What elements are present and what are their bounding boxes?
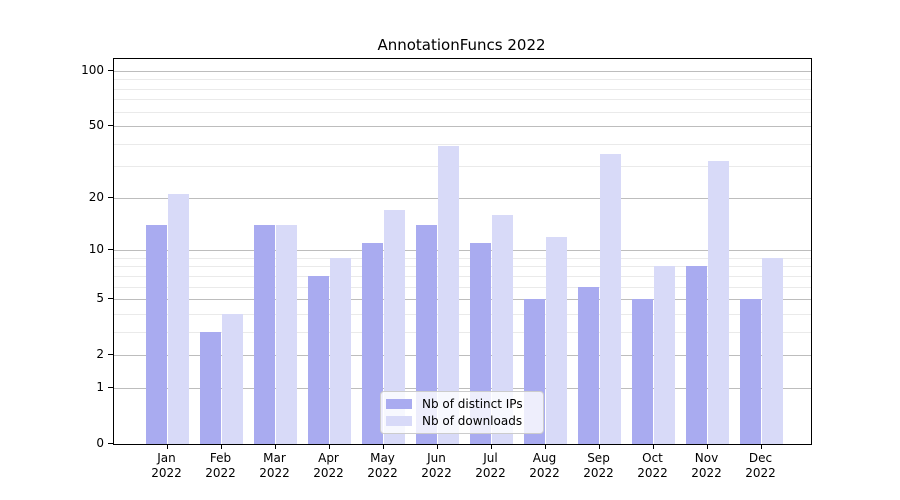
gridline-minor-80 [114,88,811,90]
bar-nb-of-distinct-ips-dec [740,299,761,444]
y-tick-mark-0 [108,443,113,444]
y-tick-label-0: 0 [96,436,104,450]
bar-nb-of-downloads-jan [168,194,189,444]
legend: Nb of distinct IPs Nb of downloads [380,391,544,434]
x-tick-mark-feb [220,444,222,449]
bar-nb-of-distinct-ips-feb [200,331,221,444]
x-tick-mark-sep [598,444,600,449]
x-tick-mark-jul [490,444,492,449]
plot-area [113,58,812,445]
bar-nb-of-downloads-jul [492,215,513,444]
gridline-minor-6 [114,286,811,288]
x-tick-label-mar: Mar 2022 [259,451,290,480]
bar-nb-of-downloads-oct [654,266,675,444]
x-tick-label-may: May 2022 [367,451,398,480]
x-tick-mark-aug [544,444,546,449]
bar-nb-of-downloads-mar [276,225,297,444]
gridline-major-50 [114,126,811,128]
x-tick-mark-mar [274,444,276,449]
y-tick-mark-100 [108,70,113,71]
legend-entry-nb-of-distinct-ips: Nb of distinct IPs [386,395,537,412]
bar-nb-of-distinct-ips-sep [578,286,599,444]
x-tick-mark-oct [652,444,654,449]
y-tick-mark-5 [108,298,113,300]
gridline-major-20 [114,197,811,199]
legend-label-nb-of-distinct-ips: Nb of distinct IPs [422,396,523,411]
x-tick-label-jun: Jun 2022 [421,451,452,480]
gridline-major-100 [114,71,811,72]
y-tick-label-50: 50 [88,118,104,133]
y-tick-label-100: 100 [81,63,104,77]
x-tick-label-feb: Feb 2022 [205,451,236,480]
x-tick-mark-apr [328,444,330,449]
x-tick-mark-dec [760,444,762,449]
gridline-minor-90 [114,79,811,81]
bar-nb-of-distinct-ips-apr [308,275,329,444]
gridline-major-10 [114,250,811,252]
y-tick-mark-1 [108,386,113,388]
y-tick-mark-20 [108,196,113,198]
gridline-major-5 [114,299,811,301]
chart-title: AnnotationFuncs 2022 [377,36,546,54]
bar-nb-of-distinct-ips-oct [632,299,653,444]
bar-nb-of-downloads-nov [708,161,729,444]
x-tick-label-nov: Nov 2022 [691,451,722,480]
x-tick-mark-nov [706,444,708,449]
gridline-minor-70 [114,99,811,101]
y-tick-mark-50 [108,125,113,127]
gridline-minor-40 [114,143,811,145]
x-tick-label-dec: Dec 2022 [745,451,776,480]
x-tick-mark-may [382,444,384,449]
y-tick-mark-2 [108,354,113,356]
bar-nb-of-distinct-ips-mar [254,225,275,444]
bar-nb-of-distinct-ips-nov [686,266,707,444]
y-tick-label-20: 20 [88,189,104,204]
gridline-minor-3 [114,331,811,333]
y-tick-label-1: 1 [96,379,104,394]
bar-nb-of-distinct-ips-may [362,243,383,444]
x-tick-mark-jun [436,444,438,449]
x-tick-label-apr: Apr 2022 [313,451,344,480]
gridline-major-2 [114,355,811,357]
y-tick-mark-10 [108,249,113,251]
gridline-minor-4 [114,313,811,315]
bar-nb-of-downloads-may [384,210,405,444]
x-tick-label-aug: Aug 2022 [529,451,560,480]
y-tick-label-10: 10 [88,242,104,257]
gridline-minor-9 [114,257,811,259]
gridline-major-1 [114,387,811,389]
bar-nb-of-downloads-sep [600,154,621,444]
legend-entry-nb-of-downloads: Nb of downloads [386,413,537,430]
gridline-minor-7 [114,275,811,277]
legend-label-nb-of-downloads: Nb of downloads [422,414,523,429]
legend-swatch-nb-of-downloads [386,416,412,427]
gridline-minor-30 [114,166,811,168]
bar-nb-of-distinct-ips-jun [416,225,437,444]
x-tick-label-jan: Jan 2022 [151,451,182,480]
y-tick-label-2: 2 [96,347,104,362]
bar-nb-of-downloads-jun [438,145,459,444]
bar-nb-of-distinct-ips-jan [146,225,167,444]
x-tick-label-jul: Jul 2022 [475,451,506,480]
bar-nb-of-downloads-apr [330,257,351,444]
y-tick-label-5: 5 [96,291,104,306]
x-tick-label-sep: Sep 2022 [583,451,614,480]
legend-swatch-nb-of-distinct-ips [386,398,412,409]
x-tick-mark-jan [166,444,168,449]
gridline-minor-60 [114,111,811,113]
x-tick-label-oct: Oct 2022 [637,451,668,480]
bar-nb-of-downloads-dec [762,257,783,444]
gridline-minor-8 [114,266,811,268]
bar-nb-of-downloads-aug [546,236,567,444]
bar-nb-of-downloads-feb [222,313,243,444]
